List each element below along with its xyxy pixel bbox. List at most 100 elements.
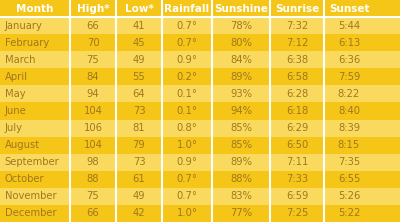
Text: 5:26: 5:26 [338, 191, 360, 201]
Text: 6:59: 6:59 [286, 191, 308, 201]
Text: 6:38: 6:38 [286, 55, 308, 65]
Text: April: April [5, 72, 28, 82]
Bar [0, 119, 400, 137]
Bar [0, 68, 400, 85]
Text: 41: 41 [133, 21, 145, 31]
Text: 66: 66 [87, 208, 99, 218]
Text: 0.2°: 0.2° [176, 72, 198, 82]
Text: 89%: 89% [230, 157, 252, 167]
Bar [0, 51, 400, 68]
Text: 5:22: 5:22 [338, 208, 360, 218]
Text: 85%: 85% [230, 140, 252, 150]
Text: 49: 49 [133, 55, 145, 65]
Text: 0.1°: 0.1° [176, 106, 198, 116]
Text: 81: 81 [133, 123, 145, 133]
Bar [0, 137, 400, 154]
Text: 6:18: 6:18 [286, 106, 308, 116]
Text: 6:36: 6:36 [338, 55, 360, 65]
Text: Rainfall: Rainfall [164, 4, 210, 14]
Text: 94: 94 [87, 89, 99, 99]
Text: 64: 64 [133, 89, 145, 99]
Text: 0.7°: 0.7° [176, 21, 198, 31]
Text: 7:12: 7:12 [286, 38, 308, 48]
Bar [0, 85, 400, 103]
Text: 6:28: 6:28 [286, 89, 308, 99]
Text: 1.0°: 1.0° [176, 208, 198, 218]
Text: January: January [5, 21, 43, 31]
Text: 0.1°: 0.1° [176, 89, 198, 99]
Bar [0, 17, 400, 34]
Text: 75: 75 [87, 191, 99, 201]
Text: 6:13: 6:13 [338, 38, 360, 48]
Text: 88: 88 [87, 174, 99, 184]
Text: 6:50: 6:50 [286, 140, 308, 150]
Text: 8:39: 8:39 [338, 123, 360, 133]
Text: 0.8°: 0.8° [176, 123, 198, 133]
Text: 61: 61 [133, 174, 145, 184]
Text: 98: 98 [87, 157, 99, 167]
Bar [0, 0, 400, 17]
Bar [0, 154, 400, 171]
Text: 88%: 88% [230, 174, 252, 184]
Text: 75: 75 [87, 55, 99, 65]
Text: March: March [5, 55, 35, 65]
Text: 49: 49 [133, 191, 145, 201]
Text: 93%: 93% [230, 89, 252, 99]
Text: 5:44: 5:44 [338, 21, 360, 31]
Text: 73: 73 [133, 157, 145, 167]
Text: 8:15: 8:15 [338, 140, 360, 150]
Text: 84: 84 [87, 72, 99, 82]
Bar [0, 34, 400, 51]
Text: December: December [5, 208, 56, 218]
Text: 84%: 84% [230, 55, 252, 65]
Text: 7:11: 7:11 [286, 157, 308, 167]
Text: August: August [5, 140, 40, 150]
Text: 8:22: 8:22 [338, 89, 360, 99]
Bar [0, 188, 400, 205]
Text: 79: 79 [133, 140, 145, 150]
Text: 7:35: 7:35 [338, 157, 360, 167]
Text: 73: 73 [133, 106, 145, 116]
Text: 7:33: 7:33 [286, 174, 308, 184]
Text: 0.9°: 0.9° [176, 55, 198, 65]
Text: 6:29: 6:29 [286, 123, 308, 133]
Text: 80%: 80% [230, 38, 252, 48]
Text: Low*: Low* [124, 4, 154, 14]
Bar [0, 103, 400, 119]
Text: October: October [5, 174, 44, 184]
Text: November: November [5, 191, 56, 201]
Text: Sunset: Sunset [329, 4, 369, 14]
Text: 1.0°: 1.0° [176, 140, 198, 150]
Text: 0.7°: 0.7° [176, 174, 198, 184]
Text: 8:40: 8:40 [338, 106, 360, 116]
Text: July: July [5, 123, 23, 133]
Text: 7:32: 7:32 [286, 21, 308, 31]
Text: 6:58: 6:58 [286, 72, 308, 82]
Text: 78%: 78% [230, 21, 252, 31]
Text: 6:55: 6:55 [338, 174, 360, 184]
Text: High*: High* [77, 4, 109, 14]
Text: 104: 104 [84, 140, 102, 150]
Text: 94%: 94% [230, 106, 252, 116]
Text: 83%: 83% [230, 191, 252, 201]
Bar [0, 171, 400, 188]
Text: 0.9°: 0.9° [176, 157, 198, 167]
Text: September: September [5, 157, 60, 167]
Text: 77%: 77% [230, 208, 252, 218]
Text: 89%: 89% [230, 72, 252, 82]
Text: 106: 106 [84, 123, 102, 133]
Text: 42: 42 [133, 208, 145, 218]
Text: 104: 104 [84, 106, 102, 116]
Bar [0, 205, 400, 222]
Text: 55: 55 [133, 72, 145, 82]
Text: Sunshine: Sunshine [214, 4, 268, 14]
Text: Month: Month [16, 4, 54, 14]
Text: 7:25: 7:25 [286, 208, 308, 218]
Text: February: February [5, 38, 49, 48]
Text: 7:59: 7:59 [338, 72, 360, 82]
Text: 0.7°: 0.7° [176, 38, 198, 48]
Text: 0.7°: 0.7° [176, 191, 198, 201]
Text: 70: 70 [87, 38, 99, 48]
Text: Sunrise: Sunrise [275, 4, 319, 14]
Text: June: June [5, 106, 26, 116]
